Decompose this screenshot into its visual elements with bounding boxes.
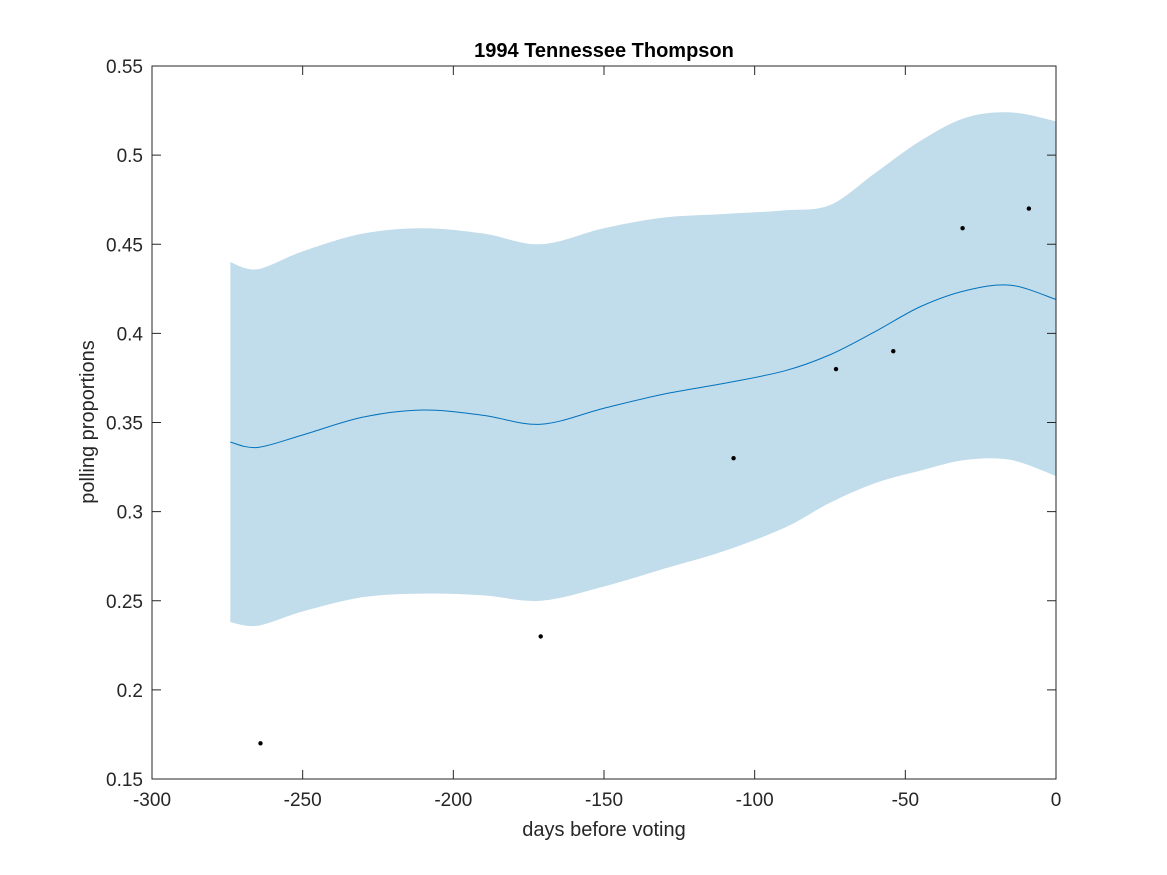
chart-title: 1994 Tennessee Thompson bbox=[474, 40, 734, 62]
x-tick-label: -100 bbox=[736, 790, 774, 811]
y-tick-label: 0.15 bbox=[106, 770, 143, 791]
y-tick-label: 0.25 bbox=[106, 592, 143, 613]
data-point bbox=[833, 366, 839, 372]
x-tick-label: -250 bbox=[284, 790, 322, 811]
x-tick-label: 0 bbox=[1051, 790, 1062, 811]
data-point bbox=[538, 634, 543, 639]
x-tick-label: -300 bbox=[133, 790, 171, 811]
y-tick-label: 0.55 bbox=[106, 57, 143, 78]
y-tick-label: 0.2 bbox=[117, 681, 143, 702]
x-axis: -300 -250 -200 -150 -100 -50 0 bbox=[133, 66, 1061, 811]
confidence-band bbox=[230, 112, 1057, 627]
y-tick-label: 0.3 bbox=[117, 503, 143, 524]
data-point bbox=[960, 226, 965, 231]
y-axis-label: polling proportions bbox=[77, 340, 99, 503]
x-tick-label: -150 bbox=[585, 790, 623, 811]
y-tick-label: 0.35 bbox=[106, 414, 143, 435]
mean-line bbox=[230, 284, 1057, 449]
y-axis: 0.15 0.2 0.25 0.3 0.35 0.4 0.45 0.5 0.55 bbox=[106, 57, 1056, 791]
y-tick-label: 0.45 bbox=[106, 235, 143, 256]
x-tick-label: -50 bbox=[892, 790, 919, 811]
x-tick-label: -200 bbox=[434, 790, 472, 811]
data-point bbox=[258, 741, 263, 746]
y-tick-label: 0.5 bbox=[117, 146, 143, 167]
x-axis-label: days before voting bbox=[522, 819, 685, 841]
data-points bbox=[258, 206, 1032, 746]
data-point bbox=[891, 349, 896, 354]
y-tick-label: 0.4 bbox=[117, 324, 144, 345]
data-point bbox=[731, 455, 736, 461]
data-point bbox=[1026, 206, 1032, 211]
